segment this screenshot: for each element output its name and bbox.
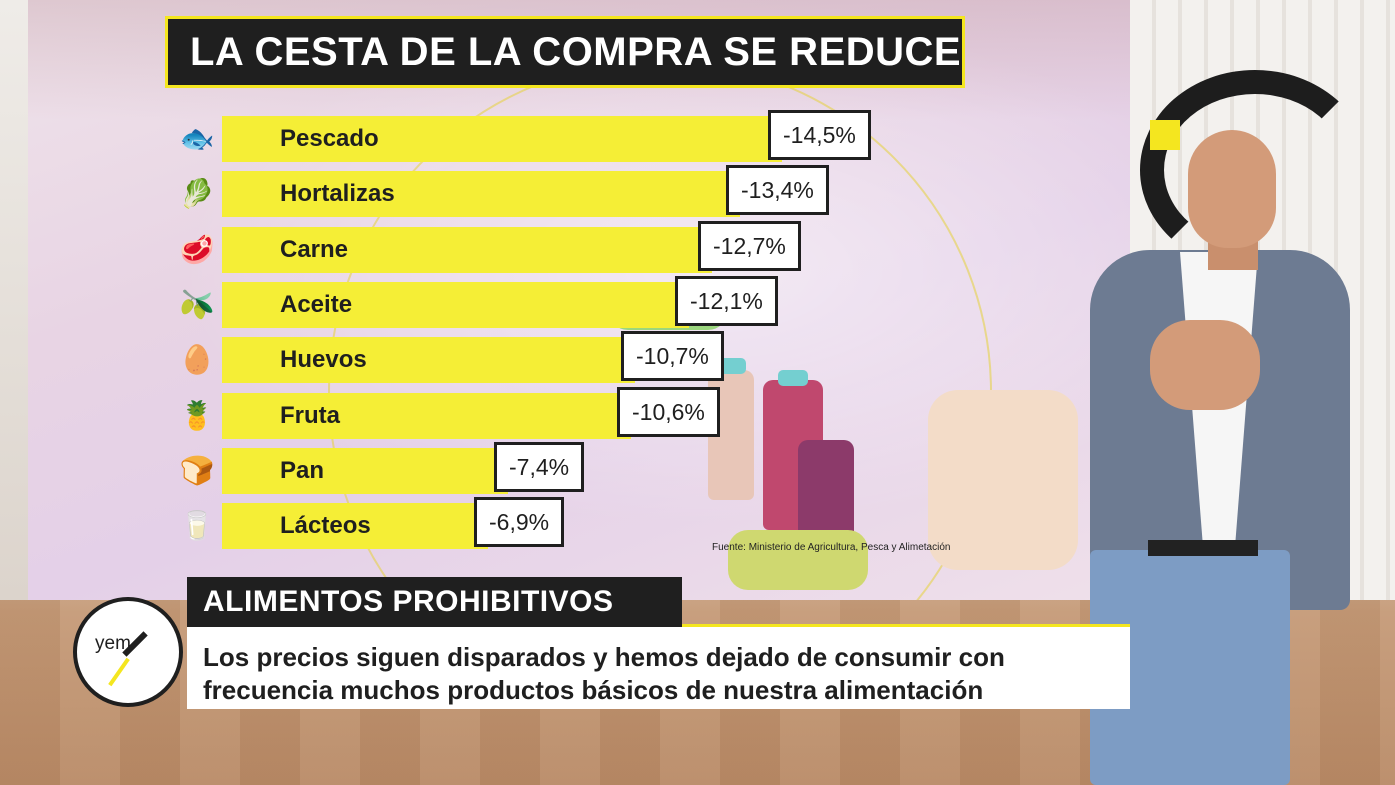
channel-logo-text: yem [95,633,131,654]
chart-category-label: Hortalizas [280,180,395,207]
presenter-belt [1148,540,1258,556]
chart-bar [222,337,635,383]
graphic-source: Fuente: Ministerio de Agricultura, Pesca… [712,542,951,553]
chart-bar [222,393,631,439]
lower-third-line-2: frecuencia muchos productos básicos de n… [203,675,984,705]
vegetables-icon: 🥬 [179,177,215,210]
chart-category-label: Aceite [280,291,353,318]
chart-category-label: Pescado [280,125,379,152]
chart-value-label: -6,9% [474,497,565,547]
fish-icon: 🐟 [179,122,215,155]
eggs-icon: 🥚 [179,343,215,376]
bread-image [928,390,1078,570]
chart-row: 🥬 Hortalizas -13,4% [180,165,860,217]
chart-category-label: Carne [280,236,349,263]
chart-value-label: -7,4% [494,442,585,492]
chart-row: 🫒 Aceite -12,1% [180,276,809,328]
lower-third-accent [682,624,1130,629]
chart-value-label: -12,1% [675,276,778,326]
lower-third-headline: ALIMENTOS PROHIBITIVOS [187,577,682,627]
video-wall-screen: LA CESTA DE LA COMPRA SE REDUCE 🐟 Pescado… [28,0,1130,600]
chart-bar [222,227,712,273]
produce-image [728,530,868,590]
chart-row: 🍞 Pan -7,4% [180,442,628,494]
fruit-icon: 🍍 [179,399,215,432]
chart-row: 🥚 Huevos -10,7% [180,331,755,383]
presenter [1060,120,1360,785]
chart-value-label: -12,7% [698,221,801,271]
chart-value-label: -13,4% [726,165,829,215]
bottle-cap [778,370,808,386]
chart-bar [222,503,488,549]
chart-value-label: -14,5% [768,110,871,160]
presenter-hands [1150,320,1260,410]
chart-category-label: Huevos [280,346,367,373]
bread-icon: 🍞 [179,454,215,487]
chart-bar [222,282,689,328]
chart-category-label: Lácteos [280,512,371,539]
graphic-title: LA CESTA DE LA COMPRA SE REDUCE [165,16,965,88]
presenter-head [1188,130,1276,248]
lower-third-body: Los precios siguen disparados y hemos de… [187,627,1130,709]
chart-bar [222,116,782,162]
oil-bottle-icon: 🫒 [179,288,215,321]
logo-clock-hand-accent [108,657,130,687]
chart-row: 🥛 Lácteos -6,9% [180,497,608,549]
studio-logo-accent [1150,120,1180,150]
chart-value-label: -10,7% [621,331,724,381]
chart-category-label: Pan [280,457,325,484]
chart-category-label: Fruta [280,402,340,429]
chart-bar [222,448,508,494]
dairy-icon: 🥛 [179,509,215,542]
channel-logo-icon: yem [73,597,183,707]
lower-third-line-1: Los precios siguen disparados y hemos de… [203,642,1005,672]
meat-icon: 🥩 [179,233,215,266]
chart-row: 🍍 Fruta -10,6% [180,387,751,439]
chart-row: 🐟 Pescado -14,5% [180,110,902,162]
studio-left-wall [0,0,30,600]
chart-bar [222,171,740,217]
chart-row: 🥩 Carne -12,7% [180,221,832,273]
chart-value-label: -10,6% [617,387,720,437]
